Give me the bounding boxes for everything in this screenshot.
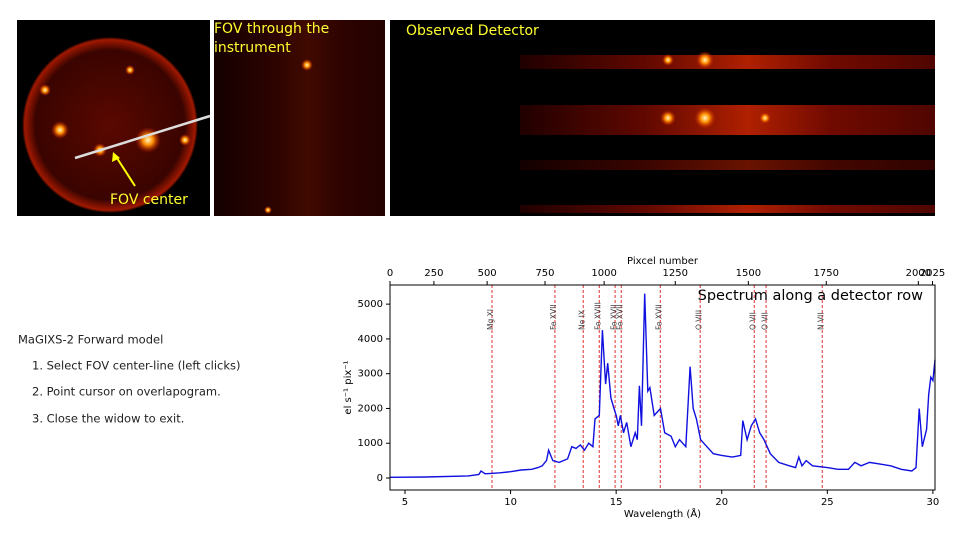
x2-tick-label: 2025: [920, 268, 945, 279]
plot-frame: [389, 284, 936, 491]
emission-line-label: Fe XVII: [615, 304, 624, 330]
emission-line-label: O VII: [748, 312, 757, 330]
x-tick-label: 30: [927, 497, 940, 508]
y-tick-label: 2000: [358, 403, 383, 414]
x2-tick-label: 1750: [814, 268, 839, 279]
emission-line-label: Fe XVII: [609, 304, 618, 330]
emission-line-label: Mg XI: [486, 309, 495, 330]
instruction-step: 2. Point cursor on overlapogram.: [32, 385, 221, 399]
x2-tick-label: 1250: [663, 268, 688, 279]
x2-tick-label: 1500: [736, 268, 761, 279]
emission-line-label: Fe XVIII: [594, 302, 603, 330]
y-tick-label: 0: [377, 473, 383, 484]
fov-panel: FOV through the instrument: [214, 20, 385, 216]
x-tick-label: 5: [402, 497, 408, 508]
x-tick-label: 10: [504, 497, 517, 508]
x-axis-label: Wavelength (Å): [624, 507, 701, 520]
emission-line-label: Fe XVII: [655, 304, 664, 330]
detector-title: Observed Detector: [406, 23, 539, 39]
chart-title: Spectrum along a detector row: [698, 288, 923, 304]
emission-line-label: O VIII: [694, 310, 703, 330]
y-tick-label: 5000: [358, 299, 383, 310]
y-tick-label: 4000: [358, 334, 383, 345]
x2-tick-label: 0: [387, 268, 393, 279]
x2-tick-label: 500: [478, 268, 497, 279]
x2-tick-label: 1000: [591, 268, 616, 279]
fov-center-label: FOV center: [110, 192, 188, 208]
spectrum-line: [390, 293, 936, 478]
instructions: MaGIXS-2 Forward model 1. Select FOV cen…: [18, 333, 241, 426]
x-tick-label: 15: [610, 497, 623, 508]
emission-line-label: N VII: [816, 312, 825, 330]
instruction-step: 1. Select FOV center-line (left clicks): [32, 359, 241, 373]
x2-axis-label: Pixcel number: [627, 256, 699, 267]
emission-line-label: Fe XVII: [549, 304, 558, 330]
detector-panel: Observed Detector: [390, 20, 935, 216]
x2-tick-label: 2000: [906, 268, 931, 279]
x2-tick-label: 750: [535, 268, 554, 279]
instructions-title: MaGIXS-2 Forward model: [18, 333, 163, 347]
sun-panel: FOV center: [17, 20, 211, 216]
y-tick-label: 1000: [358, 438, 383, 449]
emission-line-label: Ne IX: [577, 310, 586, 330]
x2-tick-label: 250: [424, 268, 443, 279]
x-tick-label: 25: [821, 497, 834, 508]
y-axis-label: el s⁻¹ pix⁻¹: [343, 360, 354, 414]
x-tick-label: 20: [715, 497, 728, 508]
fov-title: FOV through the instrument: [214, 21, 330, 56]
instruction-step: 3. Close the widow to exit.: [32, 412, 184, 426]
emission-line-label: O VII: [760, 312, 769, 330]
y-tick-label: 3000: [358, 369, 383, 380]
